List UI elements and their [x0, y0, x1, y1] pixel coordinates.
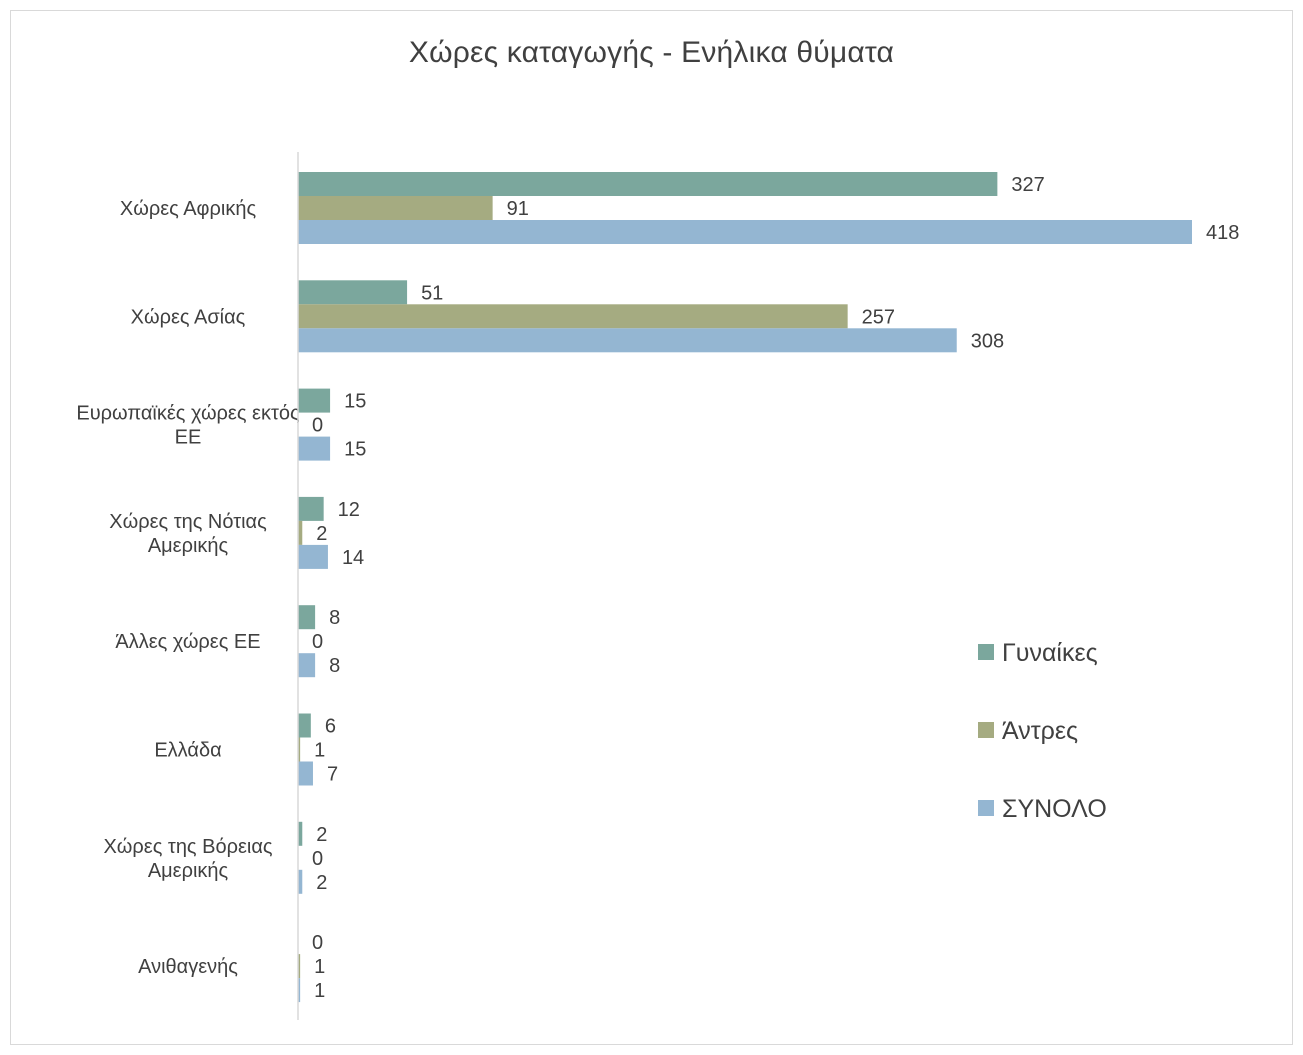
legend-label-0: Γυναίκες — [1002, 639, 1098, 667]
data-label-7-0: 0 — [312, 932, 323, 954]
category-label-2-1: ΕΕ — [175, 427, 202, 449]
bar-4-0 — [298, 605, 316, 630]
bar-7-2 — [298, 978, 301, 1003]
bar-2-2 — [298, 436, 331, 461]
bar-6-0 — [298, 821, 303, 846]
bar-5-2 — [298, 761, 313, 786]
bar-3-0 — [298, 496, 324, 521]
category-label-5-0: Ελλάδα — [154, 740, 221, 762]
data-label-6-1: 0 — [312, 848, 323, 870]
legend-swatch-1 — [978, 722, 994, 738]
bar-3-1 — [298, 520, 303, 545]
bar-0-2 — [298, 220, 1192, 244]
data-label-1-1: 257 — [862, 306, 895, 328]
category-label-3-1: Αμερικής — [148, 535, 229, 557]
bar-5-1 — [298, 737, 301, 762]
data-label-5-0: 6 — [325, 716, 336, 738]
data-label-5-1: 1 — [314, 740, 325, 762]
data-label-1-0: 51 — [421, 282, 443, 304]
data-label-4-2: 8 — [329, 655, 340, 677]
bar-4-2 — [298, 653, 316, 678]
data-label-7-1: 1 — [314, 956, 325, 978]
bar-6-2 — [298, 869, 303, 894]
data-label-3-2: 14 — [342, 547, 364, 569]
data-label-4-0: 8 — [329, 607, 340, 629]
data-label-2-0: 15 — [344, 391, 366, 413]
data-label-5-2: 7 — [327, 764, 338, 786]
data-label-3-1: 2 — [316, 523, 327, 545]
legend-label-2: ΣΥΝΟΛΟ — [1002, 795, 1107, 823]
category-label-4-0: Άλλες χώρες ΕΕ — [115, 631, 260, 653]
bar-1-2 — [298, 328, 957, 353]
category-label-7-0: Ανιθαγενής — [138, 956, 238, 978]
chart-title: Χώρες καταγωγής - Ενήλικα θύματα — [408, 36, 895, 69]
data-label-6-0: 2 — [316, 824, 327, 846]
category-label-2-0: Ευρωπαϊκές χώρες εκτός — [76, 403, 300, 425]
bar-0-0 — [298, 172, 998, 196]
bar-7-1 — [298, 954, 301, 979]
data-label-1-2: 308 — [971, 330, 1004, 352]
category-label-6-1: Αμερικής — [148, 860, 229, 882]
category-label-1-0: Χώρες Ασίας — [131, 306, 246, 328]
bar-5-0 — [298, 713, 311, 738]
data-label-7-2: 1 — [314, 980, 325, 1002]
bar-1-0 — [298, 280, 408, 305]
category-label-3-0: Χώρες της Νότιας — [109, 511, 267, 533]
legend-swatch-0 — [978, 644, 994, 660]
data-label-4-1: 0 — [312, 631, 323, 653]
bar-1-1 — [298, 304, 848, 329]
bar-2-0 — [298, 388, 331, 413]
legend-label-1: Άντρες — [1002, 717, 1078, 745]
data-label-2-1: 0 — [312, 415, 323, 437]
data-label-0-0: 327 — [1011, 174, 1044, 196]
legend-swatch-2 — [978, 800, 994, 816]
data-label-3-0: 12 — [338, 499, 360, 521]
category-label-0-0: Χώρες Αφρικής — [120, 198, 257, 220]
data-label-0-2: 418 — [1206, 222, 1239, 244]
category-label-6-0: Χώρες της Βόρειας — [103, 836, 272, 858]
data-label-0-1: 91 — [507, 198, 529, 220]
data-label-6-2: 2 — [316, 872, 327, 894]
bar-0-1 — [298, 196, 493, 220]
data-label-2-2: 15 — [344, 439, 366, 461]
bar-3-2 — [298, 544, 328, 569]
